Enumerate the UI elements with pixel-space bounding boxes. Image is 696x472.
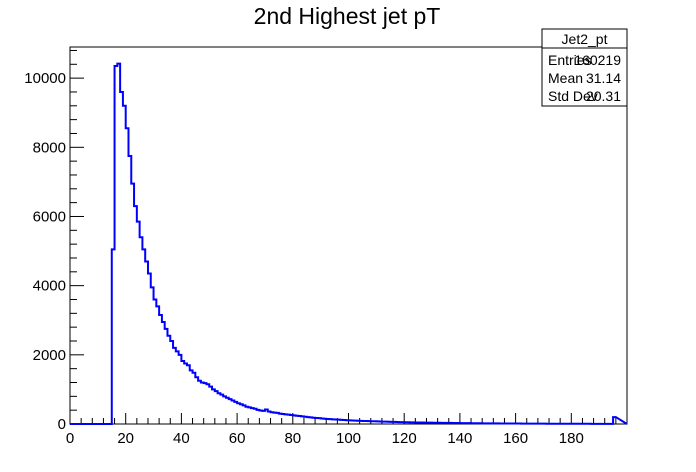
x-tick-label: 160 [503, 430, 528, 447]
x-tick-label: 140 [447, 430, 472, 447]
x-tick-label: 0 [66, 430, 74, 447]
histogram-line [70, 62, 628, 425]
x-tick-label: 100 [336, 430, 361, 447]
stats-entries-label: Entries [548, 52, 592, 68]
stats-mean-value: 31.14 [586, 70, 621, 86]
y-tick-label: 10000 [24, 70, 66, 87]
y-tick-label: 8000 [33, 139, 66, 156]
x-tick-label: 20 [117, 430, 134, 447]
histogram-series [70, 62, 628, 425]
stats-box-frame [541, 28, 628, 107]
stats-stddev-label: Std Dev [548, 88, 598, 104]
stats-stddev-value: 20.31 [586, 88, 621, 104]
chart-title: 2nd Highest jet pT [254, 3, 441, 29]
x-tick-label: 120 [392, 430, 417, 447]
stats-box-title: Jet2_pt [562, 31, 608, 47]
stats-entries-value: 160219 [574, 52, 621, 68]
x-tick-labels: 0 20 40 60 80 100 120 140 160 180 [66, 430, 584, 447]
stats-mean-label: Mean [548, 70, 583, 86]
stats-box: Jet2_pt Entries 160219 Mean 31.14 Std De… [541, 28, 628, 107]
x-tick-label: 80 [284, 430, 301, 447]
y-tick-label: 2000 [33, 347, 66, 364]
y-tick-label: 4000 [33, 278, 66, 295]
y-tick-label: 6000 [33, 208, 66, 225]
x-tick-label: 60 [229, 430, 246, 447]
x-tick-label: 180 [559, 430, 584, 447]
y-tick-label: 0 [58, 416, 66, 433]
x-tick-label: 40 [173, 430, 190, 447]
axis-ticks [69, 49, 617, 425]
y-tick-labels: 0 2000 4000 6000 8000 10000 [24, 70, 66, 433]
